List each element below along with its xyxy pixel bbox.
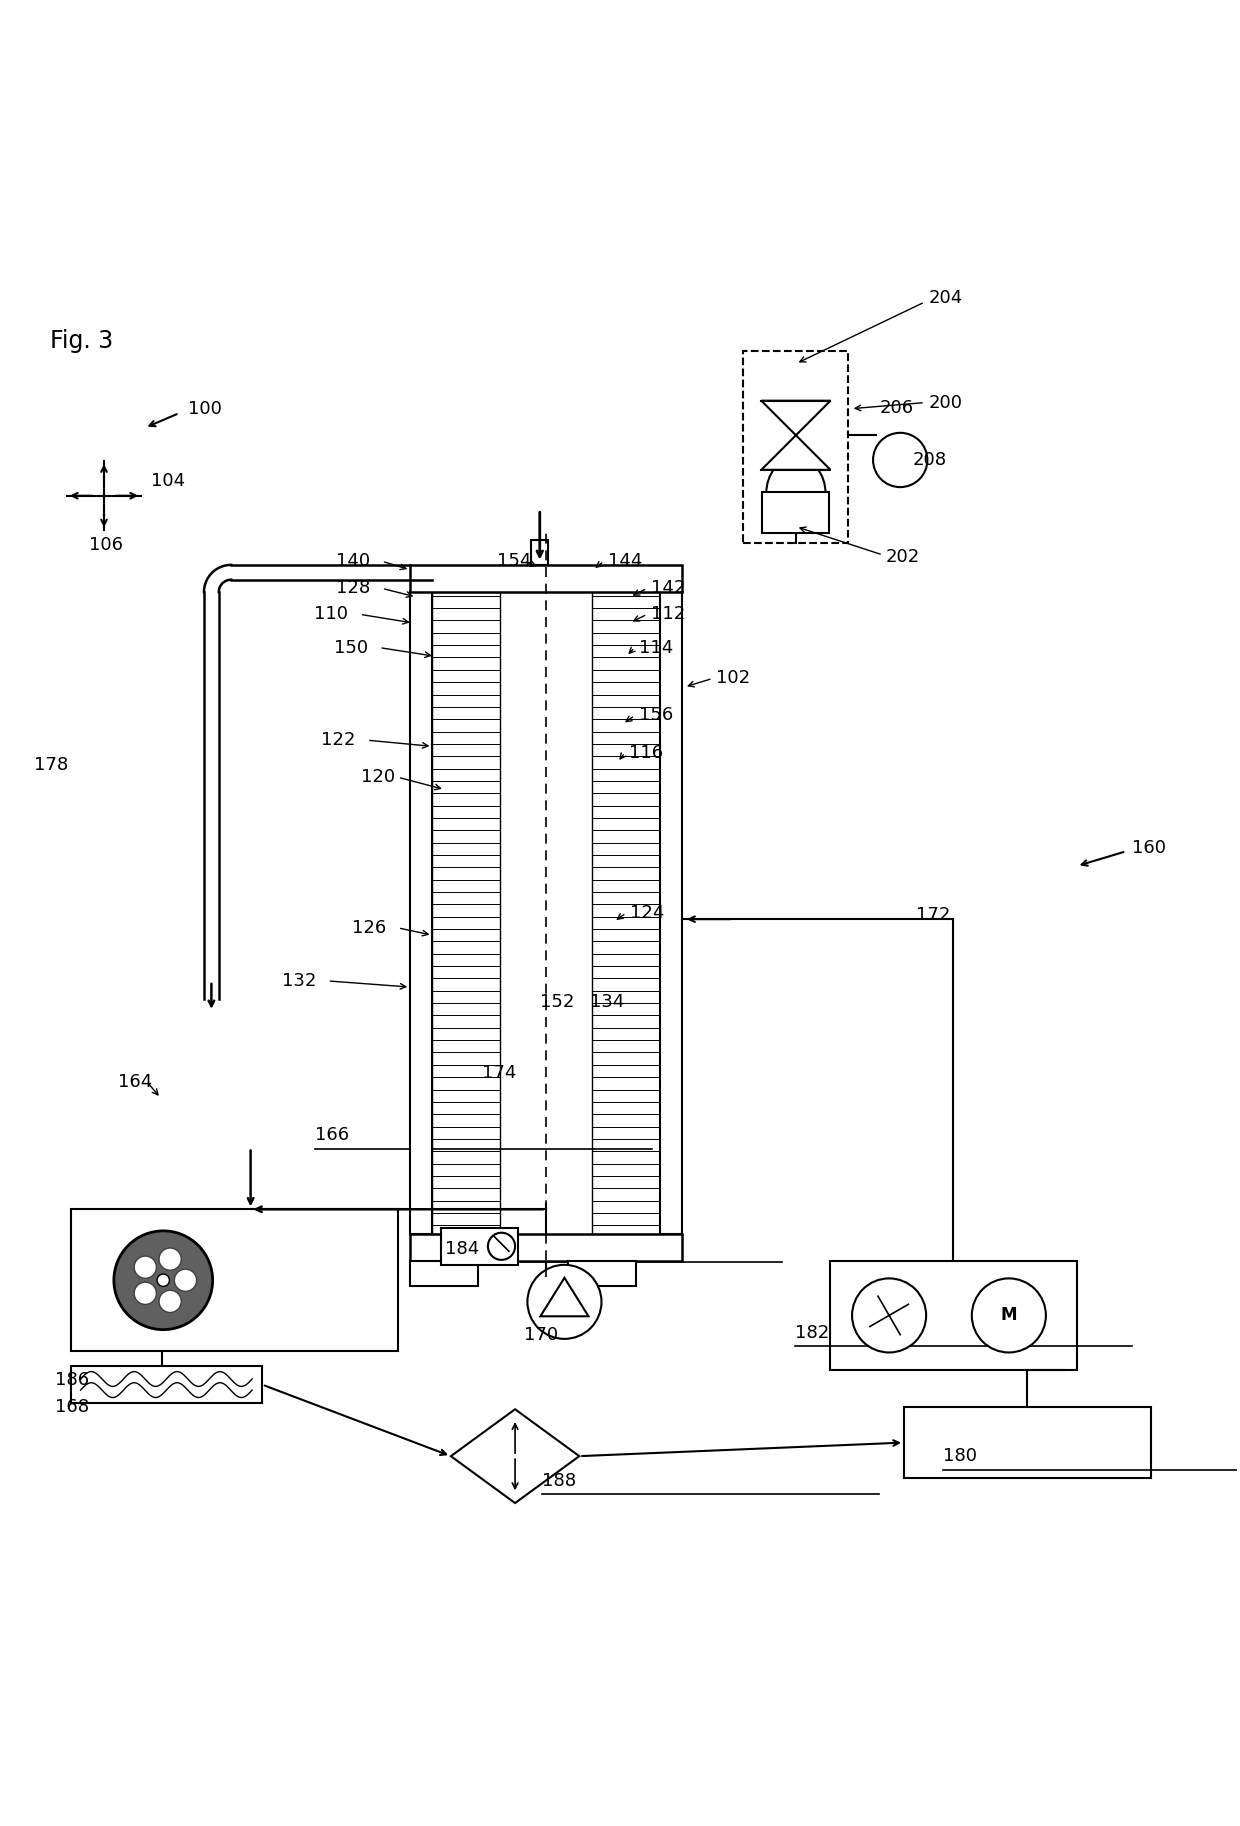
Text: 166: 166 xyxy=(315,1127,350,1145)
Text: 102: 102 xyxy=(717,670,750,687)
Text: 204: 204 xyxy=(929,289,963,307)
Bar xyxy=(591,592,660,1234)
Text: 160: 160 xyxy=(1132,838,1167,856)
Text: 104: 104 xyxy=(151,471,185,489)
Text: M: M xyxy=(1001,1306,1017,1324)
Text: 112: 112 xyxy=(651,604,686,623)
Text: 132: 132 xyxy=(281,971,316,990)
Circle shape xyxy=(134,1256,156,1278)
Bar xyxy=(410,1262,479,1286)
Text: 128: 128 xyxy=(336,579,371,597)
Bar xyxy=(71,1209,398,1351)
Text: 114: 114 xyxy=(639,639,673,657)
Text: 164: 164 xyxy=(118,1074,151,1092)
Bar xyxy=(71,1366,262,1402)
Text: 178: 178 xyxy=(33,756,68,774)
Circle shape xyxy=(852,1278,926,1353)
Bar xyxy=(410,564,682,592)
Polygon shape xyxy=(761,435,831,469)
Text: 186: 186 xyxy=(55,1371,89,1388)
Circle shape xyxy=(159,1247,181,1271)
Circle shape xyxy=(159,1291,181,1313)
Text: 100: 100 xyxy=(188,400,222,418)
Bar xyxy=(763,491,830,533)
Text: 168: 168 xyxy=(55,1397,89,1415)
Text: 122: 122 xyxy=(321,730,356,749)
Circle shape xyxy=(873,433,928,488)
Bar xyxy=(904,1406,1151,1479)
Text: Fig. 3: Fig. 3 xyxy=(50,329,113,352)
Circle shape xyxy=(972,1278,1045,1353)
Polygon shape xyxy=(451,1410,579,1503)
Circle shape xyxy=(134,1282,156,1304)
Bar xyxy=(441,1227,517,1265)
Text: 170: 170 xyxy=(523,1326,558,1344)
Text: 182: 182 xyxy=(795,1324,830,1342)
Bar xyxy=(410,1234,682,1262)
Text: 208: 208 xyxy=(913,451,946,469)
Text: 184: 184 xyxy=(445,1240,479,1258)
Text: 124: 124 xyxy=(630,904,665,922)
Text: 202: 202 xyxy=(885,548,920,566)
Circle shape xyxy=(114,1231,212,1329)
Ellipse shape xyxy=(766,458,826,530)
Text: 152: 152 xyxy=(539,993,574,1012)
Bar xyxy=(568,1262,636,1286)
Text: 180: 180 xyxy=(944,1448,977,1464)
Text: 110: 110 xyxy=(314,604,348,623)
Bar xyxy=(433,592,500,1234)
Text: 106: 106 xyxy=(89,537,123,553)
Text: 172: 172 xyxy=(916,906,951,924)
Text: 120: 120 xyxy=(361,769,394,787)
Text: 144: 144 xyxy=(608,551,642,570)
Text: 126: 126 xyxy=(352,918,387,937)
Text: 174: 174 xyxy=(482,1065,516,1083)
Text: 156: 156 xyxy=(639,707,673,725)
Bar xyxy=(744,351,848,542)
Text: 188: 188 xyxy=(542,1472,577,1490)
Bar xyxy=(830,1262,1076,1370)
Text: 116: 116 xyxy=(629,743,662,761)
Polygon shape xyxy=(761,400,831,435)
Circle shape xyxy=(487,1233,515,1260)
Text: 142: 142 xyxy=(651,579,686,597)
Circle shape xyxy=(157,1275,170,1287)
Text: 154: 154 xyxy=(496,551,531,570)
Bar xyxy=(531,540,548,564)
Text: 200: 200 xyxy=(929,394,962,411)
Text: 134: 134 xyxy=(590,993,625,1012)
Bar xyxy=(410,592,433,1234)
Text: 206: 206 xyxy=(879,400,914,416)
Text: 150: 150 xyxy=(334,639,368,657)
Text: 140: 140 xyxy=(336,551,371,570)
Polygon shape xyxy=(541,1278,589,1317)
Circle shape xyxy=(175,1269,197,1291)
Circle shape xyxy=(527,1265,601,1338)
Bar xyxy=(660,592,682,1234)
